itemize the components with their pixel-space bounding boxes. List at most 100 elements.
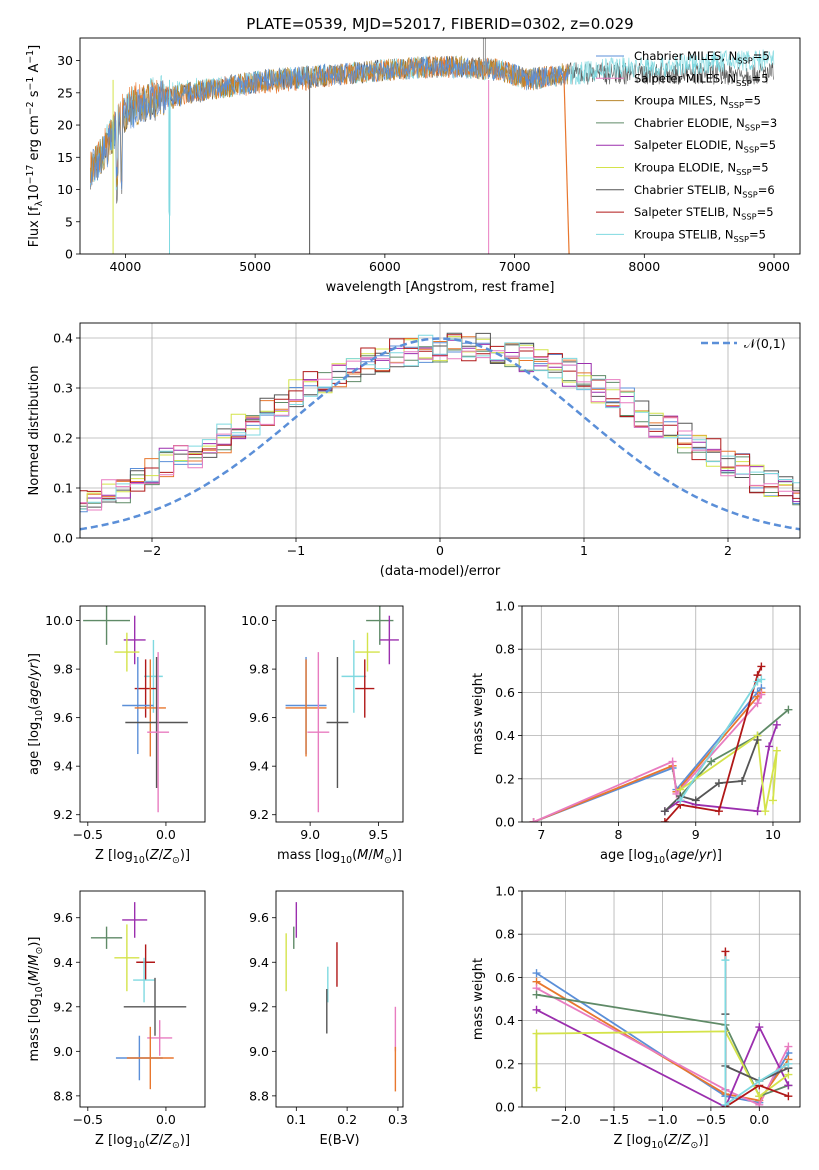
y-tick-label: 9.4: [249, 955, 269, 970]
y-tick-label: 0.8: [495, 927, 515, 942]
y-tick-label: 9.8: [53, 662, 73, 677]
y-tick-label: 10.0: [241, 613, 269, 628]
weight-marker: [532, 1083, 541, 1092]
weight-marker: [768, 796, 777, 805]
x-tick-label: 10: [765, 827, 781, 842]
x-tick-label: 8000: [628, 259, 660, 274]
y-tick-label: 0.3: [53, 381, 73, 396]
x-tick-label: 0.1: [286, 1112, 306, 1127]
weight-marker: [753, 699, 762, 708]
weight-marker: [532, 969, 541, 978]
x-tick-label: 5000: [239, 259, 271, 274]
weight-marker: [714, 807, 723, 816]
y-tick-label: 0.2: [495, 1056, 515, 1071]
x-tick-label: 7: [537, 827, 545, 842]
x-tick-label: −2.0: [550, 1112, 580, 1127]
weight-series: [724, 960, 789, 1107]
weight-vs-age-panel: 7 8 9 10 0.0 0.2 0.4 0.6 0.8 1.0 age [log10(age/yr…: [471, 599, 801, 866]
x-tick-label: −0.5: [696, 1112, 726, 1127]
x-tick-label: 7000: [499, 259, 531, 274]
y-tick-label: 9.4: [53, 955, 73, 970]
weight-marker: [660, 818, 669, 822]
axes-frame: [79, 890, 206, 1108]
x-tick-label: −0.5: [73, 1112, 103, 1127]
weight-marker: [784, 1081, 793, 1090]
x-axis-label: wavelength [Angstrom, rest frame]: [326, 280, 555, 295]
y-tick-label: 8.8: [249, 1088, 269, 1103]
x-tick-label: 0: [436, 543, 444, 558]
y-tick-label: 0.4: [495, 1013, 515, 1028]
weight-marker: [660, 807, 669, 816]
spectrum-legend: Chabrier MILES, NSSP=5 Salpeter MILES, NS…: [596, 49, 777, 244]
y-tick-label: 9.8: [249, 662, 269, 677]
mass-vs-extinction-panel: 0.1 0.2 0.3 8.8 9.0 9.2 9.4 9.6 E(B-V): [249, 890, 408, 1148]
normal-curve: [80, 337, 800, 531]
y-axis-label: mass weight: [471, 958, 486, 1040]
y-tick-label: 0.2: [495, 771, 515, 786]
y-tick-label: 9.0: [53, 1044, 73, 1059]
axes-frame: [521, 890, 801, 1108]
age-vs-metallicity-panel: −0.5 0.0 9.2 9.4 9.6 9.8 10.0 Z [log10(Z/Z⊙)] ag…: [27, 605, 206, 866]
y-tick-label: 9.6: [249, 710, 269, 725]
legend-entry: 𝒩(0,1): [744, 336, 786, 351]
x-tick-label: 0.3: [388, 1112, 408, 1127]
weight-marker: [753, 735, 762, 744]
legend-entry: Kroupa ELODIE, NSSP=5: [634, 161, 769, 177]
y-tick-label: 0.4: [53, 331, 73, 346]
weight-marker: [755, 1023, 764, 1032]
weight-marker: [668, 757, 677, 766]
weight-marker: [532, 1029, 541, 1038]
legend-entry: Salpeter STELIB, NSSP=5: [634, 205, 774, 221]
weight-marker: [761, 807, 770, 816]
x-tick-label: 0.2: [337, 1112, 357, 1127]
y-tick-label: 9.6: [53, 710, 73, 725]
y-axis-label: Normed distribution: [27, 366, 42, 496]
legend-entry: Kroupa STELIB, NSSP=5: [634, 227, 766, 243]
weight-marker: [757, 675, 766, 684]
weight-marker: [784, 1042, 793, 1051]
y-tick-label: 9.2: [249, 807, 269, 822]
y-tick-label: 0.8: [495, 642, 515, 657]
y-tick-label: 5: [65, 214, 73, 229]
y-tick-label: 0.6: [495, 685, 515, 700]
x-tick-label: 9.0: [300, 827, 320, 842]
y-tick-label: 0.0: [53, 531, 73, 546]
residual-panel: −2 −1 0 1 2 0.0 0.1 0.2 0.3 0.4 (data-model)/error…: [27, 322, 801, 579]
x-axis-label: Z [log10(Z/Z⊙)]: [95, 1133, 190, 1151]
spectrum-series: [90, 55, 570, 190]
weight-marker: [721, 956, 730, 965]
x-tick-label: 9.5: [368, 827, 388, 842]
y-tick-label: 10: [57, 182, 73, 197]
x-tick-label: −2: [143, 543, 161, 558]
y-tick-label: 9.2: [249, 999, 269, 1014]
legend-entry: Chabrier ELODIE, NSSP=3: [634, 116, 777, 132]
y-tick-label: 15: [57, 150, 73, 165]
weight-marker: [753, 807, 762, 816]
weight-marker: [691, 796, 700, 805]
weight-series: [536, 972, 790, 1104]
legend-entry: Chabrier STELIB, NSSP=6: [634, 183, 775, 199]
weight-marker: [529, 818, 538, 822]
weight-marker: [755, 1077, 764, 1086]
y-tick-label: 9.6: [249, 910, 269, 925]
age-vs-mass-panel: 9.0 9.5 9.2 9.4 9.6 9.8 10.0 mass [log10(M/M⊙)]: [241, 605, 404, 866]
legend-entry: Salpeter MILES, NSSP=5: [634, 71, 769, 87]
weight-vs-metallicity-panel: −2.0 −1.5 −1.0 −0.5 0.0 0.0 0.2 0.4 0.6 0.8 1.0 Z […: [471, 884, 801, 1151]
axes-frame: [521, 605, 801, 823]
x-tick-label: −1.5: [599, 1112, 629, 1127]
x-axis-label: age [log10(age/yr)]: [600, 848, 722, 866]
x-tick-label: −0.5: [73, 827, 103, 842]
y-axis-label: mass weight: [471, 673, 486, 755]
y-tick-label: 0.4: [495, 728, 515, 743]
legend-entry: Salpeter ELODIE, NSSP=5: [634, 138, 776, 154]
weight-marker: [784, 1092, 793, 1101]
weight-marker: [757, 662, 766, 671]
y-tick-label: 30: [57, 53, 73, 68]
x-tick-label: 2: [724, 543, 732, 558]
weight-marker: [784, 1059, 793, 1068]
weight-marker: [772, 746, 781, 755]
x-tick-label: 4000: [109, 259, 141, 274]
weight-marker: [721, 947, 730, 956]
y-tick-label: 10.0: [45, 613, 73, 628]
weight-marker: [784, 705, 793, 714]
